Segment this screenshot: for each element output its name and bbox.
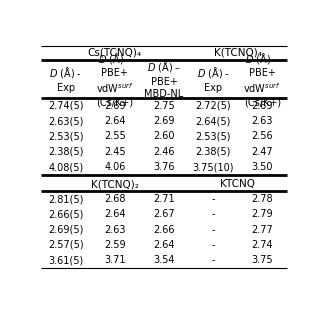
Text: 4.08(5): 4.08(5) xyxy=(48,162,84,172)
Text: 4.06: 4.06 xyxy=(104,162,125,172)
Text: 2.74(5): 2.74(5) xyxy=(48,101,84,111)
Text: 2.71: 2.71 xyxy=(153,194,175,204)
Text: 2.68: 2.68 xyxy=(104,194,126,204)
Text: 2.56: 2.56 xyxy=(252,132,273,141)
Text: $\it{D}$ (Å) –
PBE+
MBD-NL: $\it{D}$ (Å) – PBE+ MBD-NL xyxy=(144,59,184,99)
Text: 2.64: 2.64 xyxy=(104,116,126,126)
Text: 2.64: 2.64 xyxy=(153,240,175,250)
Text: 2.69: 2.69 xyxy=(252,101,273,111)
Text: 2.67: 2.67 xyxy=(153,209,175,219)
Text: K(TCNQ)₄: K(TCNQ)₄ xyxy=(214,48,262,58)
Text: 3.75(10): 3.75(10) xyxy=(192,162,234,172)
Text: 2.75: 2.75 xyxy=(153,101,175,111)
Text: 2.57(5): 2.57(5) xyxy=(48,240,84,250)
Text: 2.77: 2.77 xyxy=(251,225,273,235)
Text: 2.63(5): 2.63(5) xyxy=(48,116,84,126)
Text: 3.54: 3.54 xyxy=(153,255,175,265)
Text: -: - xyxy=(211,209,215,219)
Text: 2.81(5): 2.81(5) xyxy=(48,194,84,204)
Text: $\it{D}$ (Å) –
PBE+
vdW$^{surf}$
(Cs/K+): $\it{D}$ (Å) – PBE+ vdW$^{surf}$ (Cs/K+) xyxy=(96,51,134,108)
Text: 2.69(5): 2.69(5) xyxy=(48,225,84,235)
Text: 2.63: 2.63 xyxy=(252,116,273,126)
Text: 2.47: 2.47 xyxy=(252,147,273,157)
Text: K(TCNQ)₂: K(TCNQ)₂ xyxy=(91,179,139,189)
Text: 2.66(5): 2.66(5) xyxy=(48,209,84,219)
Text: 2.78: 2.78 xyxy=(252,194,273,204)
Text: 2.74: 2.74 xyxy=(252,240,273,250)
Text: Cs(TCNQ)₄: Cs(TCNQ)₄ xyxy=(88,48,142,58)
Text: 2.59: 2.59 xyxy=(104,240,126,250)
Text: 2.69: 2.69 xyxy=(104,101,126,111)
Text: $\it{D}$ (Å) -
Exp: $\it{D}$ (Å) - Exp xyxy=(196,66,230,93)
Text: 3.50: 3.50 xyxy=(252,162,273,172)
Text: 2.38(5): 2.38(5) xyxy=(48,147,84,157)
Text: 3.76: 3.76 xyxy=(153,162,175,172)
Text: 2.64: 2.64 xyxy=(104,209,126,219)
Text: 2.53(5): 2.53(5) xyxy=(195,132,231,141)
Text: 2.53(5): 2.53(5) xyxy=(48,132,84,141)
Text: 2.64(5): 2.64(5) xyxy=(196,116,231,126)
Text: 3.75: 3.75 xyxy=(252,255,273,265)
Text: $\it{D}$ (Å) -
Exp: $\it{D}$ (Å) - Exp xyxy=(49,66,82,93)
Text: 2.60: 2.60 xyxy=(153,132,175,141)
Text: $\it{D}$ (Å) –
PBE+
vdW$^{surf}$
(Cs/K+): $\it{D}$ (Å) – PBE+ vdW$^{surf}$ (Cs/K+) xyxy=(244,51,281,108)
Text: -: - xyxy=(211,225,215,235)
Text: 2.79: 2.79 xyxy=(252,209,273,219)
Text: 2.38(5): 2.38(5) xyxy=(196,147,231,157)
Text: KTCNQ: KTCNQ xyxy=(220,179,255,189)
Text: 2.63: 2.63 xyxy=(104,225,126,235)
Text: 2.66: 2.66 xyxy=(153,225,175,235)
Text: 2.46: 2.46 xyxy=(153,147,175,157)
Text: 3.61(5): 3.61(5) xyxy=(48,255,84,265)
Text: 2.72(5): 2.72(5) xyxy=(195,101,231,111)
Text: -: - xyxy=(211,194,215,204)
Text: 2.69: 2.69 xyxy=(153,116,175,126)
Text: 2.45: 2.45 xyxy=(104,147,126,157)
Text: -: - xyxy=(211,255,215,265)
Text: 3.71: 3.71 xyxy=(104,255,126,265)
Text: -: - xyxy=(211,240,215,250)
Text: 2.55: 2.55 xyxy=(104,132,126,141)
